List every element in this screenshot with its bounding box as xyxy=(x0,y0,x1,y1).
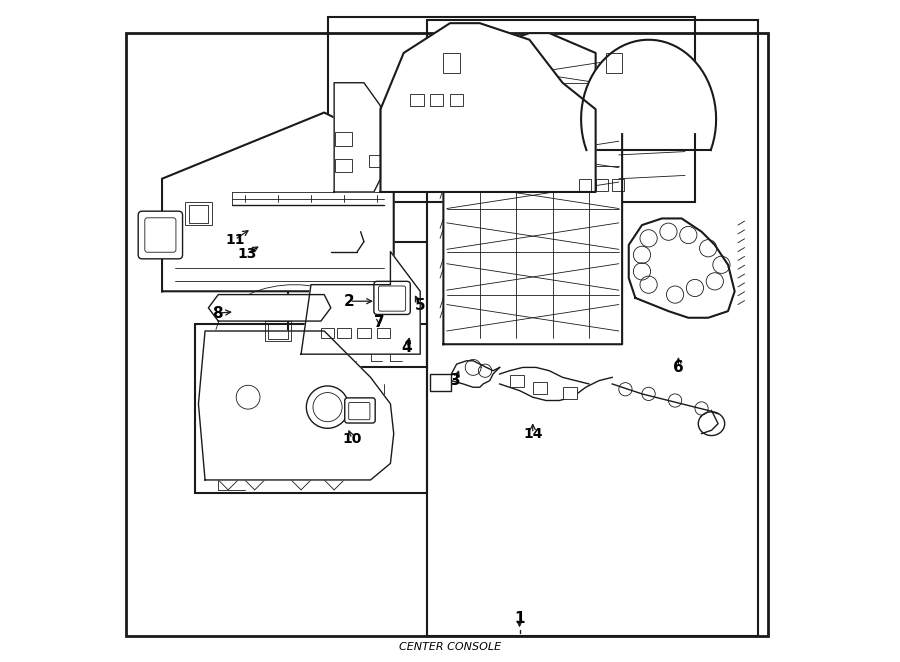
Text: 3: 3 xyxy=(450,373,461,388)
Bar xyxy=(533,382,547,394)
Text: CENTER CONSOLE: CENTER CONSOLE xyxy=(399,642,501,653)
Text: 8: 8 xyxy=(212,306,222,320)
Bar xyxy=(188,205,209,223)
FancyBboxPatch shape xyxy=(139,211,183,259)
Bar xyxy=(427,20,758,636)
Text: 11: 11 xyxy=(225,232,245,247)
Polygon shape xyxy=(581,40,716,150)
Text: 13: 13 xyxy=(237,246,256,261)
Text: 9: 9 xyxy=(316,415,326,430)
Bar xyxy=(369,155,381,167)
Polygon shape xyxy=(444,33,622,344)
Polygon shape xyxy=(629,218,734,318)
Bar xyxy=(596,179,608,191)
Bar xyxy=(268,324,288,339)
FancyBboxPatch shape xyxy=(345,398,375,423)
Text: 2: 2 xyxy=(344,294,355,308)
Bar xyxy=(185,202,211,225)
Text: 4: 4 xyxy=(401,340,412,355)
Bar xyxy=(579,179,591,191)
Bar xyxy=(606,53,622,73)
Bar xyxy=(612,179,624,191)
Bar xyxy=(377,328,391,338)
Bar xyxy=(321,328,334,338)
Bar xyxy=(195,324,427,493)
Text: 12: 12 xyxy=(145,238,165,252)
Bar xyxy=(450,94,464,106)
Text: 1: 1 xyxy=(514,612,525,626)
Bar xyxy=(338,328,351,338)
Bar xyxy=(265,321,291,341)
Polygon shape xyxy=(301,252,420,354)
Polygon shape xyxy=(198,331,393,480)
Bar xyxy=(328,17,695,202)
Bar xyxy=(509,375,524,387)
Circle shape xyxy=(306,386,348,428)
Polygon shape xyxy=(162,113,393,291)
Bar xyxy=(288,242,427,367)
Text: 6: 6 xyxy=(673,360,684,375)
Bar xyxy=(357,328,371,338)
Bar xyxy=(444,53,460,73)
Bar xyxy=(410,94,424,106)
Text: 14: 14 xyxy=(523,426,543,441)
Text: 10: 10 xyxy=(342,432,362,446)
FancyBboxPatch shape xyxy=(374,281,410,314)
Bar xyxy=(430,374,451,391)
Text: 7: 7 xyxy=(374,315,384,330)
Bar xyxy=(562,387,577,399)
Bar xyxy=(430,94,444,106)
Polygon shape xyxy=(209,295,331,321)
Text: 5: 5 xyxy=(415,299,426,313)
Polygon shape xyxy=(381,23,596,192)
Bar xyxy=(336,159,352,172)
Bar xyxy=(336,132,352,146)
Polygon shape xyxy=(334,83,381,192)
